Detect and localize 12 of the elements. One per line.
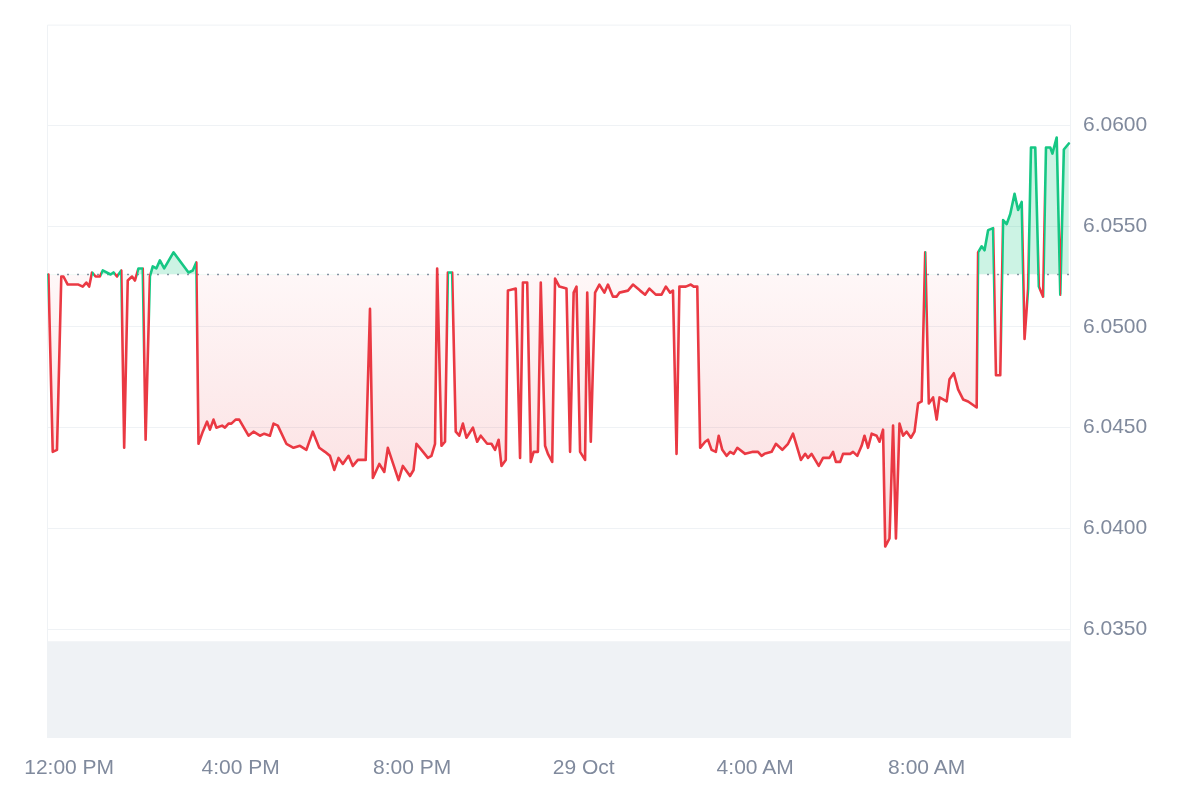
x-tick-label: 8:00 PM xyxy=(373,755,452,779)
y-tick-label: 6.0500 xyxy=(1083,313,1148,337)
x-tick-label: 12:00 PM xyxy=(24,755,115,779)
x-tick-label: 4:00 PM xyxy=(201,755,280,779)
y-tick-label: 6.0550 xyxy=(1083,212,1148,236)
y-tick-label: 6.0450 xyxy=(1083,414,1148,438)
y-tick-label: 6.0600 xyxy=(1083,112,1148,136)
y-tick-label: 6.0350 xyxy=(1083,615,1148,639)
x-tick-label: 29 Oct xyxy=(552,755,615,779)
y-tick-label: 6.0400 xyxy=(1083,515,1148,539)
x-tick-label: 4:00 AM xyxy=(716,755,794,779)
x-tick-label: 8:00 AM xyxy=(888,755,966,779)
